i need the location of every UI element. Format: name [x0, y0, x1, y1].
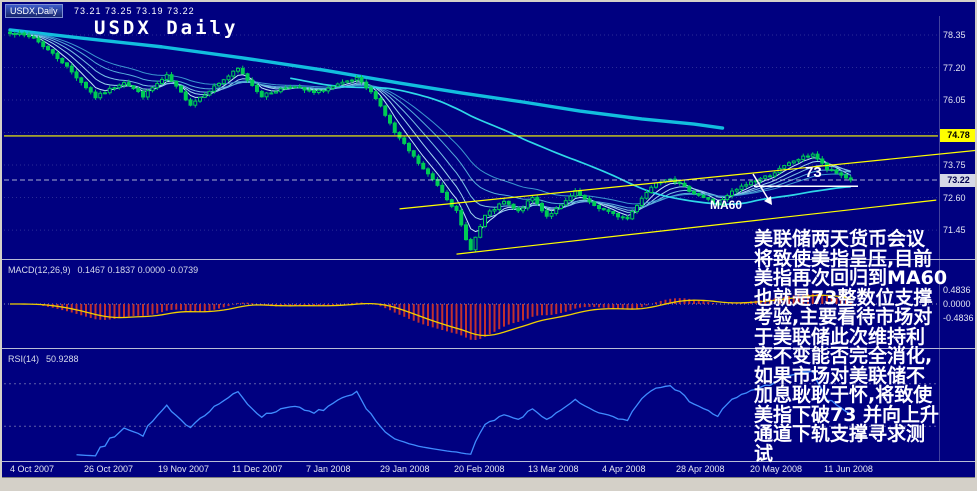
date-axis-label: 7 Jan 2008: [306, 464, 351, 474]
rsi-value: 50.9288: [46, 354, 79, 364]
ema-ribbon-line: [9, 33, 851, 211]
macd-signal-line: [9, 294, 851, 337]
price-axis-label: 77.20: [943, 62, 966, 73]
macd-name: MACD(12,26,9): [8, 265, 71, 275]
rsi-label: RSI(14) 50.9288: [8, 354, 79, 364]
macd-axis-label: 0.4836: [943, 284, 971, 295]
price-axis-label: 76.05: [943, 95, 966, 106]
price-axis-label: 78.35: [943, 30, 966, 40]
price-axis-label: 72.60: [943, 192, 966, 203]
date-axis-label: 11 Jun 2008: [824, 464, 873, 474]
date-axis-label: 11 Dec 2007: [232, 464, 283, 474]
ema-ribbon-line: [9, 33, 851, 209]
rsi-name: RSI(14): [8, 354, 40, 364]
ema-ribbon-line: [9, 33, 851, 233]
main-pane: [4, 28, 938, 253]
chart-title-tab[interactable]: USDX,Daily: [5, 4, 63, 18]
macd-label: MACD(12,26,9) 0.1467 0.1837 0.0000 -0.073…: [8, 265, 198, 275]
macd-histogram: [13, 293, 852, 340]
date-axis-label: 13 Mar 2008: [528, 464, 579, 474]
ema-ribbon-line: [9, 33, 851, 220]
ema-ribbon-line: [9, 33, 851, 205]
rsi-pane: [4, 370, 938, 457]
status-strip: [2, 477, 975, 489]
rsi-line: [76, 370, 852, 457]
support-level-label: 73: [805, 164, 822, 182]
date-axis-label: 20 Feb 2008: [454, 464, 505, 474]
channel-trendline[interactable]: [399, 149, 977, 210]
channel-trendline[interactable]: [456, 199, 937, 255]
date-axis-label: 4 Oct 2007: [10, 464, 55, 474]
macd-values: 0.1467 0.1837 0.0000 -0.0739: [77, 265, 199, 275]
date-axis-label: 26 Oct 2007: [84, 464, 134, 474]
ma60-label: MA60: [710, 198, 743, 212]
date-axis-label: 4 Apr 2008: [602, 464, 646, 474]
price-axis-label: 73.75: [943, 160, 966, 171]
candles: [8, 30, 853, 253]
date-axis-label: 29 Jan 2008: [380, 464, 430, 474]
price-axis-label: 71.45: [943, 225, 966, 236]
macd-pane: [4, 293, 938, 340]
macd-axis-label: -0.4836: [943, 313, 974, 324]
annotation-arrow[interactable]: [752, 173, 771, 203]
macd-axis-label: 0.0000: [943, 299, 971, 309]
chart-watermark-title: USDX Daily: [94, 17, 239, 39]
ohlc-readout: 73.21 73.25 73.19 73.22: [74, 6, 195, 16]
resistance-price-box: 74.78: [940, 129, 975, 143]
analysis-note: 美联储两天货币会议 将致使美指呈压,目前 美指再次回归到MA60 也就是73整数…: [754, 228, 948, 465]
ma60-line: [290, 77, 851, 206]
long-ma-line: [8, 28, 725, 130]
current-price-box: 73.22: [940, 173, 975, 187]
annotation-arrow-head: [764, 196, 772, 205]
date-axis-label: 28 Apr 2008: [676, 464, 725, 474]
date-axis-label: 19 Nov 2007: [158, 464, 210, 474]
date-axis-label: 20 May 2008: [750, 464, 803, 474]
